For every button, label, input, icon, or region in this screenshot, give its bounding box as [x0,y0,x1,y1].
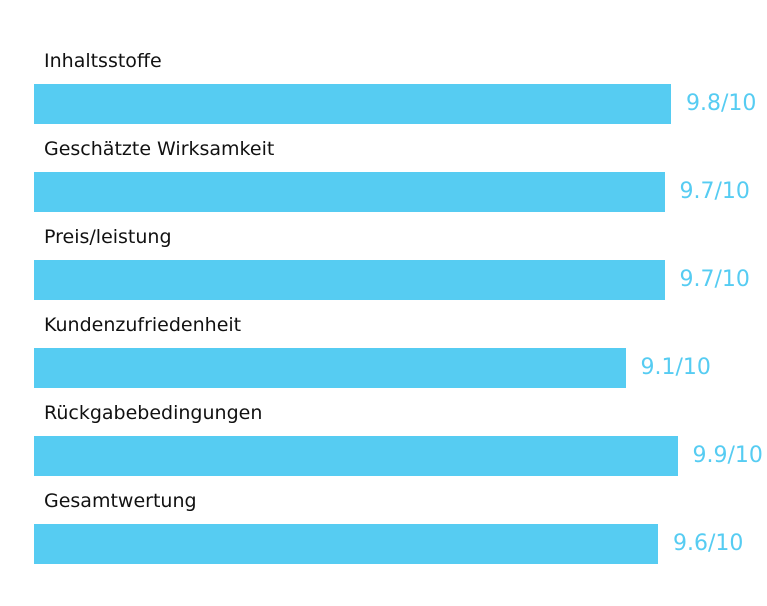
rating-value-label: 9.9/10 [692,443,763,468]
rating-bar [34,348,626,388]
chart-row: Geschätzte Wirksamkeit 9.7/10 [0,136,767,224]
category-label: Inhaltsstoffe [44,50,162,72]
category-label: Geschätzte Wirksamkeit [44,138,275,160]
rating-bar [34,436,678,476]
category-label: Gesamtwertung [44,490,197,512]
chart-row: Preis/leistung 9.7/10 [0,224,767,312]
rating-bar [34,172,665,212]
category-label: Preis/leistung [44,226,172,248]
rating-value-label: 9.8/10 [686,91,757,116]
category-label: Rückgabebedingungen [44,402,263,424]
chart-row: Rückgabebedingungen 9.9/10 [0,400,767,488]
category-label: Kundenzufriedenheit [44,314,242,336]
rating-bar [34,84,671,124]
rating-value-label: 9.6/10 [673,531,744,556]
rating-value-label: 9.7/10 [679,179,750,204]
chart-row: Gesamtwertung 9.6/10 [0,488,767,576]
chart-row: Inhaltsstoffe 9.8/10 [0,48,767,136]
rating-value-label: 9.7/10 [679,267,750,292]
rating-value-label: 9.1/10 [640,355,711,380]
chart-row: Kundenzufriedenheit 9.1/10 [0,312,767,400]
rating-bar [34,524,658,564]
rating-bar [34,260,665,300]
